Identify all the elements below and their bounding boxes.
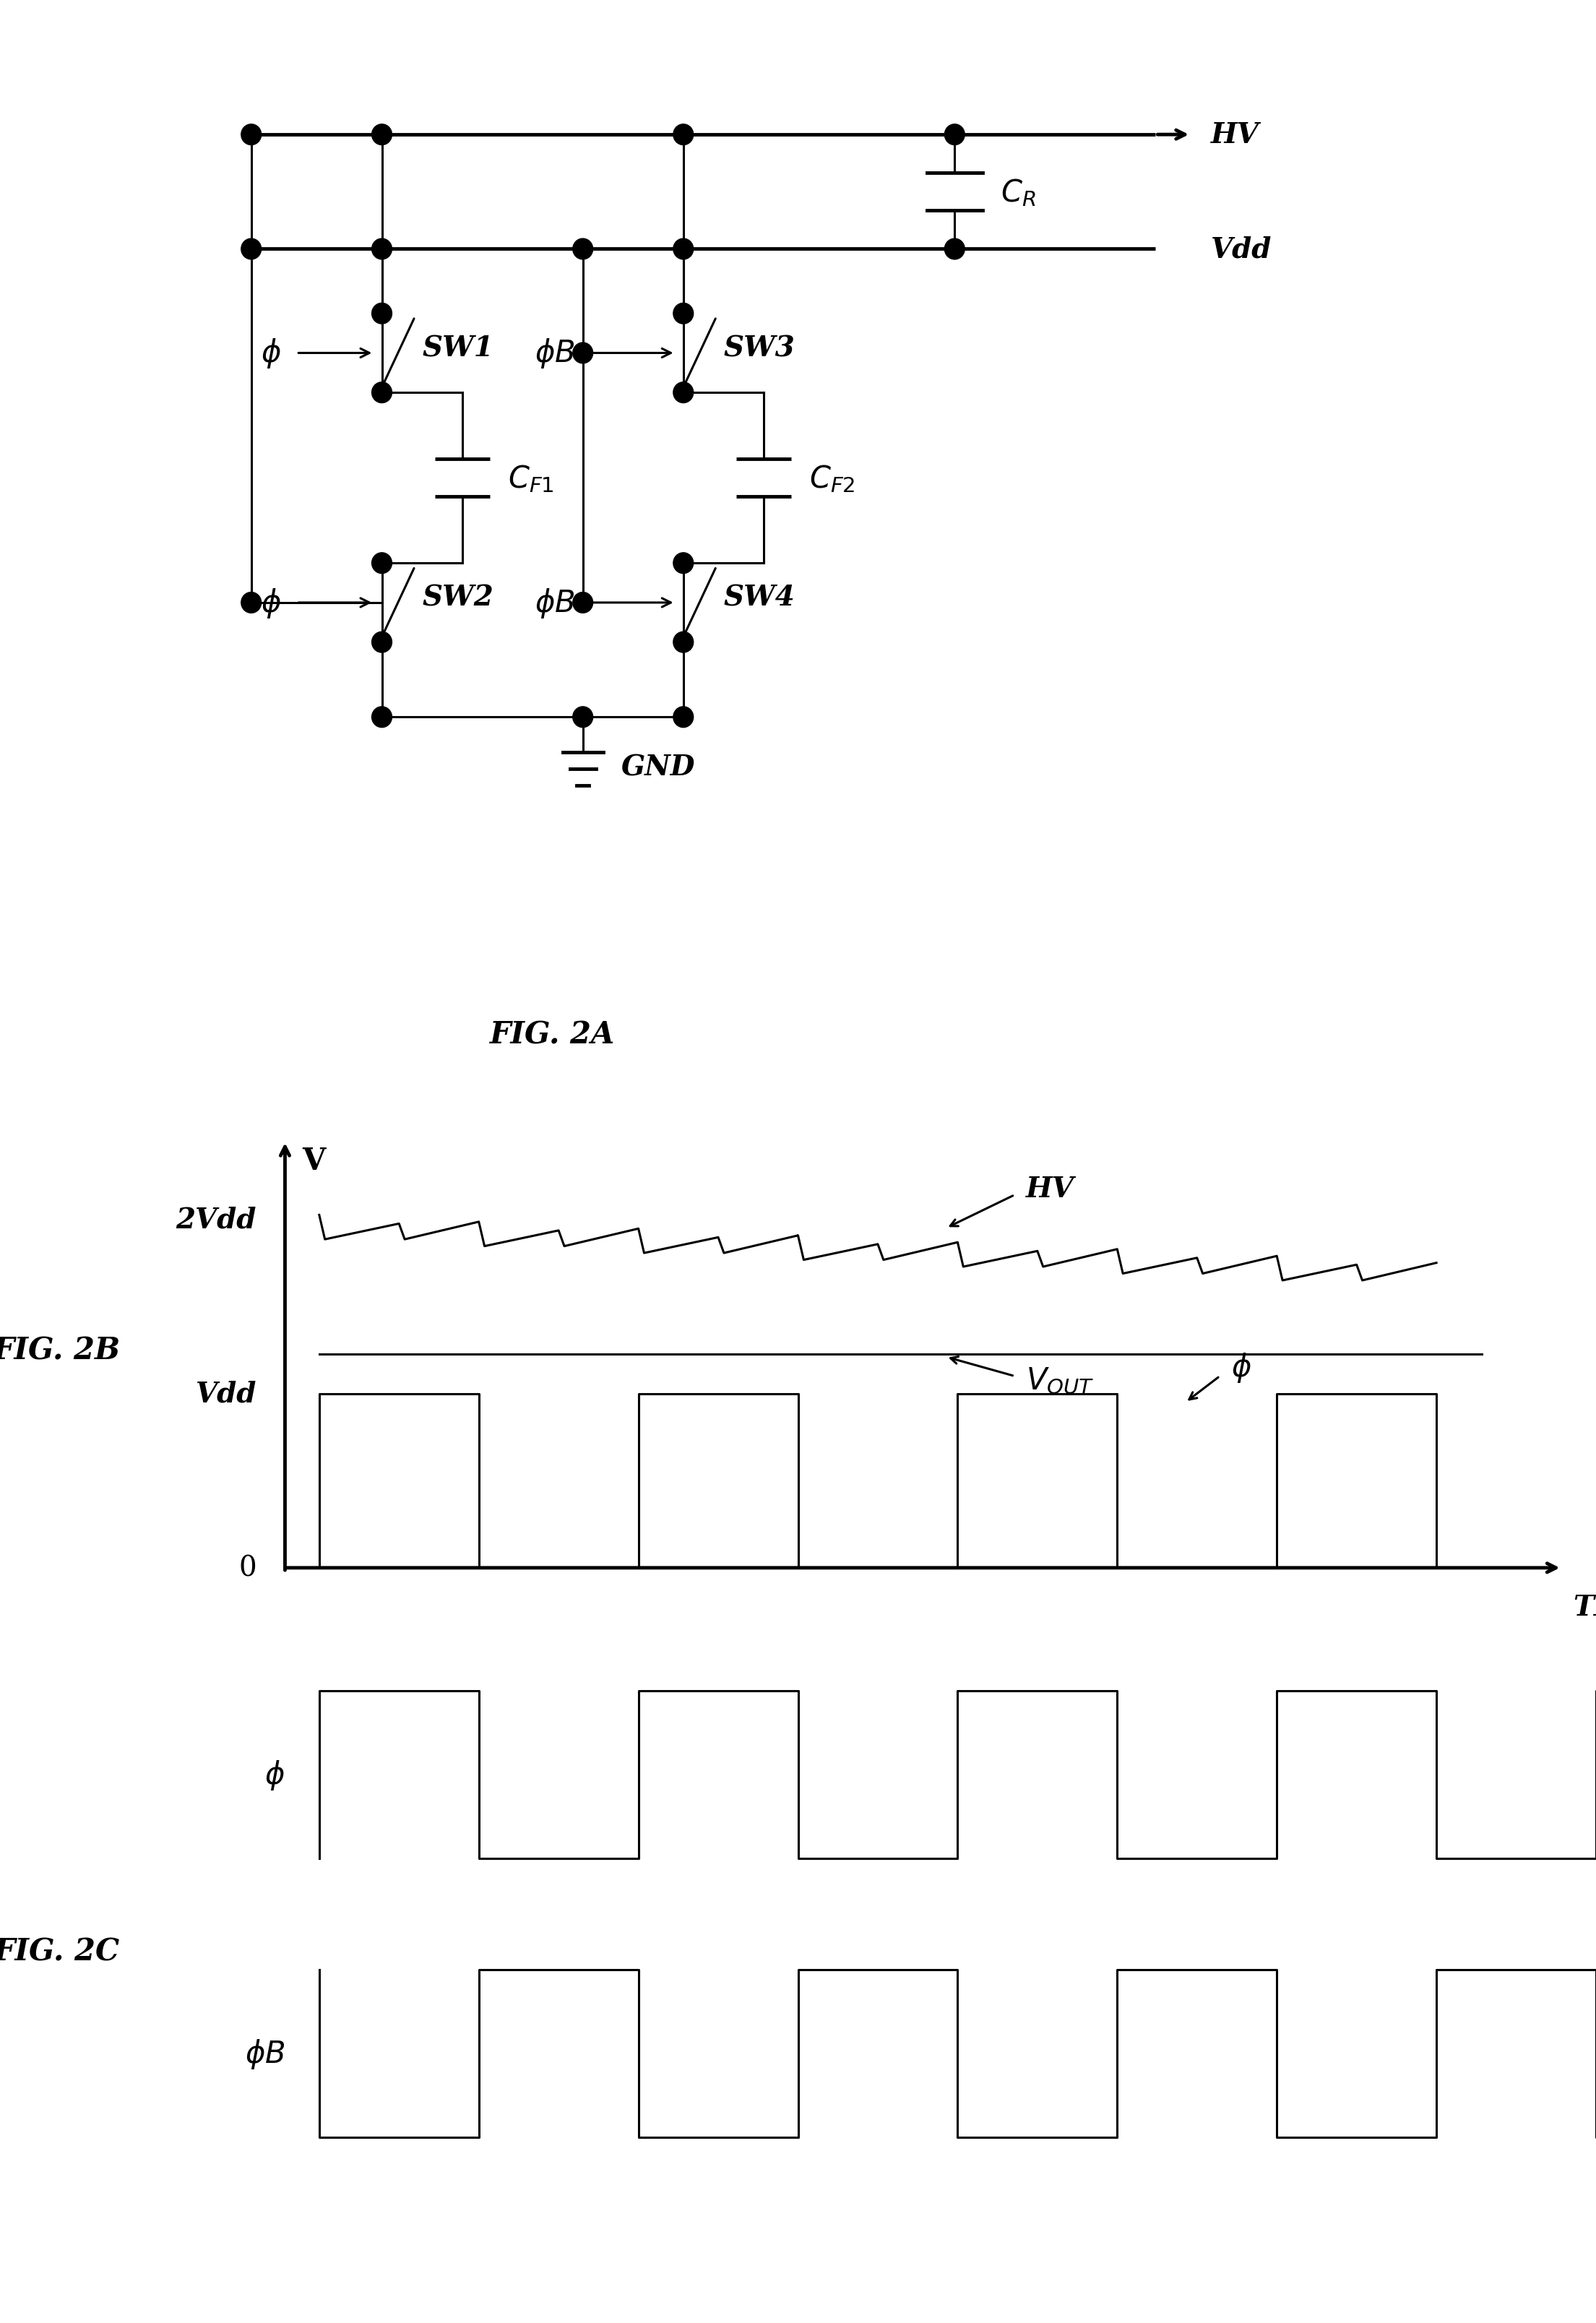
Text: 2Vdd: 2Vdd: [176, 1206, 257, 1234]
Text: $\phi B$: $\phi B$: [535, 585, 575, 620]
Circle shape: [372, 632, 393, 653]
Text: TIME: TIME: [1574, 1594, 1596, 1621]
Text: Vdd: Vdd: [1211, 237, 1272, 262]
Text: V: V: [302, 1145, 326, 1175]
Circle shape: [674, 239, 693, 260]
Circle shape: [573, 239, 592, 260]
Text: GND: GND: [621, 753, 696, 781]
Circle shape: [241, 239, 262, 260]
Circle shape: [372, 125, 393, 146]
Circle shape: [945, 125, 964, 146]
Text: $V_{OUT}$: $V_{OUT}$: [1026, 1366, 1095, 1396]
Circle shape: [674, 125, 693, 146]
Text: $C_{F2}$: $C_{F2}$: [809, 462, 855, 495]
Circle shape: [372, 383, 393, 404]
Circle shape: [674, 632, 693, 653]
Text: FIG. 2A: FIG. 2A: [490, 1020, 616, 1050]
Text: $\phi$: $\phi$: [1231, 1352, 1251, 1385]
Text: $\phi B$: $\phi B$: [244, 2037, 286, 2070]
Text: 0: 0: [239, 1554, 257, 1582]
Text: FIG. 2C: FIG. 2C: [0, 1935, 120, 1968]
Circle shape: [241, 592, 262, 613]
Text: HV: HV: [1211, 121, 1259, 149]
Circle shape: [241, 125, 262, 146]
Circle shape: [372, 304, 393, 325]
Text: $C_{F1}$: $C_{F1}$: [508, 462, 554, 495]
Text: SW4: SW4: [723, 583, 795, 611]
Circle shape: [674, 553, 693, 574]
Circle shape: [573, 344, 592, 365]
Text: $\phi$: $\phi$: [265, 1759, 286, 1791]
Circle shape: [674, 383, 693, 404]
Text: HV: HV: [1026, 1175, 1074, 1203]
Circle shape: [372, 553, 393, 574]
Text: FIG. 2B: FIG. 2B: [0, 1336, 121, 1366]
Text: SW1: SW1: [421, 335, 493, 362]
Text: SW2: SW2: [421, 583, 493, 611]
Circle shape: [573, 706, 592, 727]
Circle shape: [372, 239, 393, 260]
Circle shape: [573, 592, 592, 613]
Text: $\phi$: $\phi$: [262, 337, 281, 369]
Text: $\phi B$: $\phi B$: [535, 337, 575, 369]
Circle shape: [945, 239, 964, 260]
Text: $C_R$: $C_R$: [1001, 177, 1036, 207]
Text: Vdd: Vdd: [196, 1380, 257, 1408]
Text: SW3: SW3: [723, 335, 795, 362]
Circle shape: [674, 304, 693, 325]
Text: $\phi$: $\phi$: [262, 585, 281, 620]
Circle shape: [372, 706, 393, 727]
Circle shape: [674, 706, 693, 727]
